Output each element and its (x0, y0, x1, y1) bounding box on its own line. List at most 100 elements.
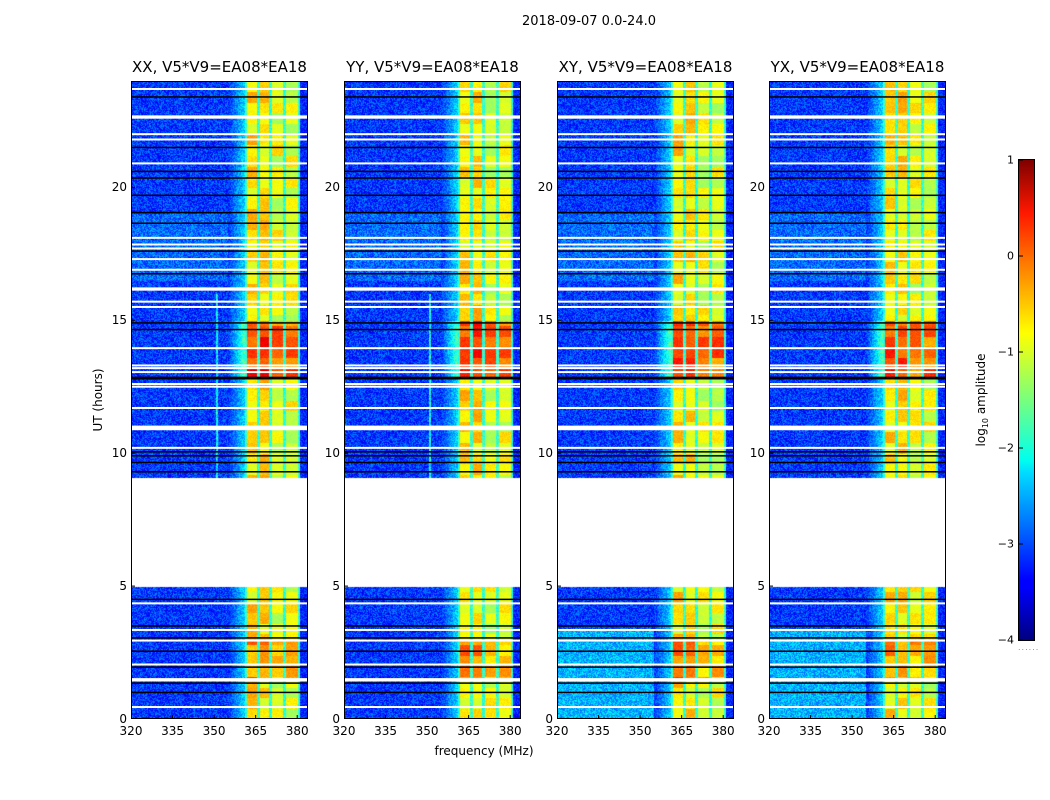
x-tick-label: 335 (587, 724, 610, 738)
flagged-row (131, 706, 308, 709)
colorbar-tick-label: −2 (997, 441, 1014, 455)
dropout-row (557, 377, 734, 380)
dropout-row (131, 598, 308, 601)
dropout-row (557, 682, 734, 684)
flagged-row (769, 367, 946, 370)
dropout-row (769, 598, 946, 601)
dropout-row (769, 272, 946, 275)
heatmap-cells (557, 81, 734, 719)
flagged-row (131, 678, 308, 681)
dropout-row (344, 272, 521, 275)
y-tick-label: 5 (757, 579, 765, 594)
dropout-row (769, 625, 946, 627)
flagged-row (131, 602, 308, 605)
flagged-row (769, 138, 946, 141)
x-tick-label: 380 (711, 724, 735, 738)
dropout-row (131, 377, 308, 380)
y-axis-label: UT (hours) (91, 368, 105, 432)
dropout-row (344, 222, 521, 224)
colorbar-tick-label: 1 (1007, 153, 1014, 167)
flagged-row (557, 385, 734, 388)
flagged-row (557, 679, 734, 682)
panel-title: YY, V5*V9=EA08*EA18 (346, 58, 519, 76)
dropout-row (131, 471, 308, 473)
flagged-row (557, 300, 734, 303)
flagged-row (557, 371, 734, 374)
colorbar-label-main: log (973, 428, 988, 447)
flagged-row (344, 133, 521, 136)
dropout-row (131, 666, 308, 668)
x-tick-label: 335 (799, 724, 822, 738)
colorbar-tick-label: −3 (997, 537, 1014, 551)
flagged-row (131, 268, 308, 271)
flagged-row (769, 706, 946, 709)
flagged-row (557, 87, 734, 90)
flagged-row (769, 385, 946, 388)
dropout-row (131, 461, 308, 464)
y-tick-label: 10 (324, 446, 340, 461)
dropout-row (131, 691, 308, 694)
dropout-row (557, 146, 734, 149)
dropout-row (557, 250, 734, 252)
dropout-row (344, 194, 521, 197)
dropout-row (344, 682, 521, 684)
flagged-row (557, 367, 734, 370)
flagged-row (557, 258, 734, 261)
flagged-row (769, 406, 946, 409)
y-tick-label: 10 (537, 446, 553, 461)
y-tick-label: 15 (324, 313, 340, 328)
flagged-row (769, 428, 946, 431)
flagged-row (131, 236, 308, 239)
x-tick-label: 320 (757, 724, 781, 738)
flagged-row (344, 162, 521, 165)
dropout-row (557, 376, 734, 379)
dropout-row (557, 170, 734, 173)
dropout-row (131, 322, 308, 324)
dropout-row (344, 461, 521, 464)
dropout-row (557, 177, 734, 179)
y-tick-label: 5 (332, 579, 340, 594)
flagged-row (769, 305, 946, 308)
dropout-row (769, 637, 946, 639)
x-tick-label: 320 (332, 724, 356, 738)
heatmap-cells (769, 81, 946, 719)
dropout-row (131, 250, 308, 252)
flagged-row (131, 116, 308, 119)
dropout-row (131, 328, 308, 331)
flagged-row (344, 305, 521, 308)
y-tick-label: 20 (324, 180, 340, 195)
flagged-row (557, 133, 734, 136)
flagged-row (344, 288, 521, 291)
dropout-row (344, 211, 521, 214)
dropout-row (557, 222, 734, 224)
dropout-row (557, 272, 734, 275)
x-tick-label: 320 (545, 724, 569, 738)
flagged-row (769, 602, 946, 605)
y-tick-label: 15 (111, 313, 127, 328)
flagged-row (557, 243, 734, 246)
y-tick-label: 10 (749, 446, 765, 461)
flagged-row (344, 628, 521, 631)
dropout-row (131, 376, 308, 379)
flagged-row (344, 87, 521, 90)
y-tick-label: 20 (111, 180, 127, 195)
flagged-row (344, 639, 521, 642)
flagged-row (769, 678, 946, 681)
flagged-row (344, 425, 521, 428)
dropout-row (769, 222, 946, 224)
panel-overlay (131, 87, 308, 719)
dropout-row (344, 377, 521, 380)
x-tick-label: 380 (498, 724, 522, 738)
x-tick-label: 365 (670, 724, 694, 738)
dropout-row (344, 691, 521, 694)
dropout-row (557, 451, 734, 453)
flagged-row (344, 347, 521, 350)
heatmap-panel-yx: YX, V5*V9=EA08*EA18 0 5 10 15 20 320 335 350 365 3… (750, 58, 947, 738)
dropout-row (131, 637, 308, 639)
heatmap-cells (344, 81, 521, 719)
flagged-row (769, 300, 946, 303)
x-tick-label: 335 (374, 724, 397, 738)
colorbar-tick-label: −1 (997, 345, 1014, 359)
dropout-row (344, 177, 521, 179)
flagged-row (344, 268, 521, 271)
